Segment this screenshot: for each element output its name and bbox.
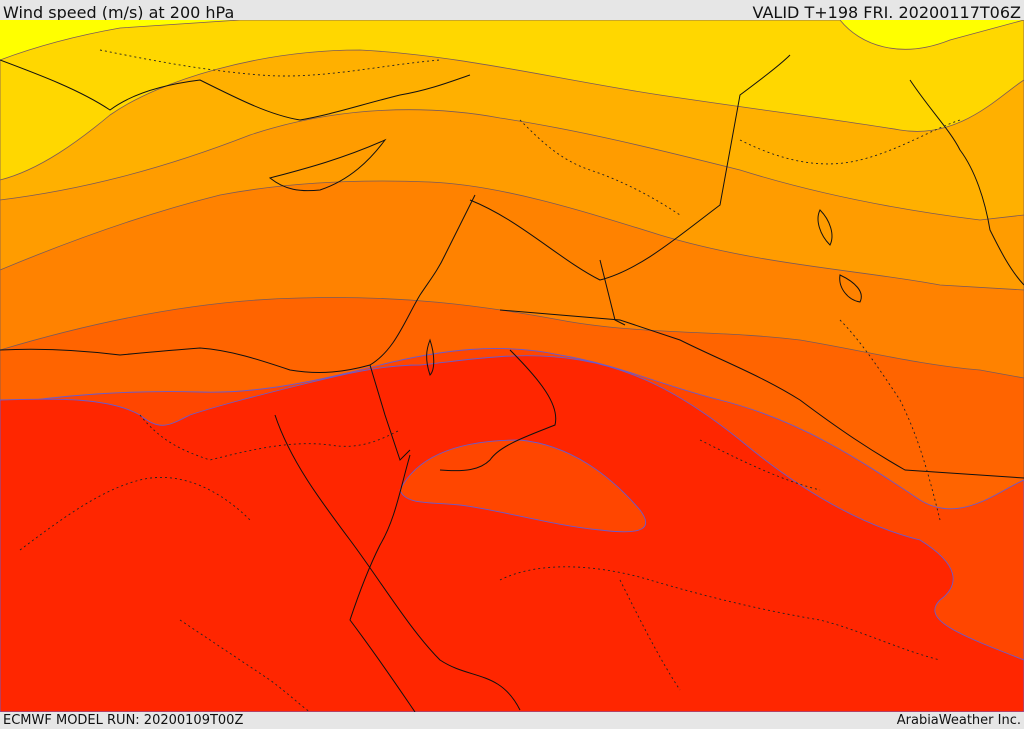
map-canvas[interactable] bbox=[0, 20, 1024, 712]
footer-bar: ECMWF MODEL RUN: 20200109T00Z ArabiaWeat… bbox=[0, 712, 1024, 729]
admin-boundary-2 bbox=[19, 476, 251, 551]
admin-boundary-7 bbox=[619, 579, 681, 691]
valid-time: VALID T+198 FRI. 20200117T06Z bbox=[752, 3, 1021, 22]
coastline-med-south bbox=[0, 194, 476, 373]
border-saudi-jordan bbox=[439, 349, 557, 472]
band-8 bbox=[0, 355, 1024, 712]
coastline-turkey bbox=[0, 59, 471, 121]
admin-boundary-1 bbox=[139, 414, 401, 461]
coastline-cyprus bbox=[268, 138, 387, 192]
credit-label: ArabiaWeather Inc. bbox=[896, 713, 1021, 728]
map-title: Wind speed (m/s) at 200 hPa bbox=[3, 3, 235, 22]
dead-sea bbox=[426, 338, 435, 376]
border-jordan bbox=[499, 309, 1024, 479]
admin-boundary-4 bbox=[519, 119, 681, 216]
admin-boundary-9 bbox=[739, 119, 961, 165]
coastline-redsea-west bbox=[349, 454, 416, 712]
lake-east bbox=[839, 274, 862, 303]
admin-boundary-5 bbox=[839, 319, 941, 521]
admin-boundary-3 bbox=[499, 566, 941, 661]
header-bar: Wind speed (m/s) at 200 hPa VALID T+198 … bbox=[0, 0, 1024, 22]
admin-boundary-8 bbox=[179, 619, 311, 712]
band-7-pocket bbox=[399, 439, 646, 533]
border-syria-iraq bbox=[469, 54, 791, 281]
coastline-redsea bbox=[274, 414, 521, 711]
border-iraq-saudi bbox=[599, 259, 626, 326]
coastline-gulf bbox=[909, 79, 1024, 286]
model-run-label: ECMWF MODEL RUN: 20200109T00Z bbox=[3, 713, 244, 728]
admin-boundary-10 bbox=[699, 439, 821, 491]
lake-north bbox=[817, 209, 833, 246]
border-egypt-israel bbox=[369, 364, 411, 461]
